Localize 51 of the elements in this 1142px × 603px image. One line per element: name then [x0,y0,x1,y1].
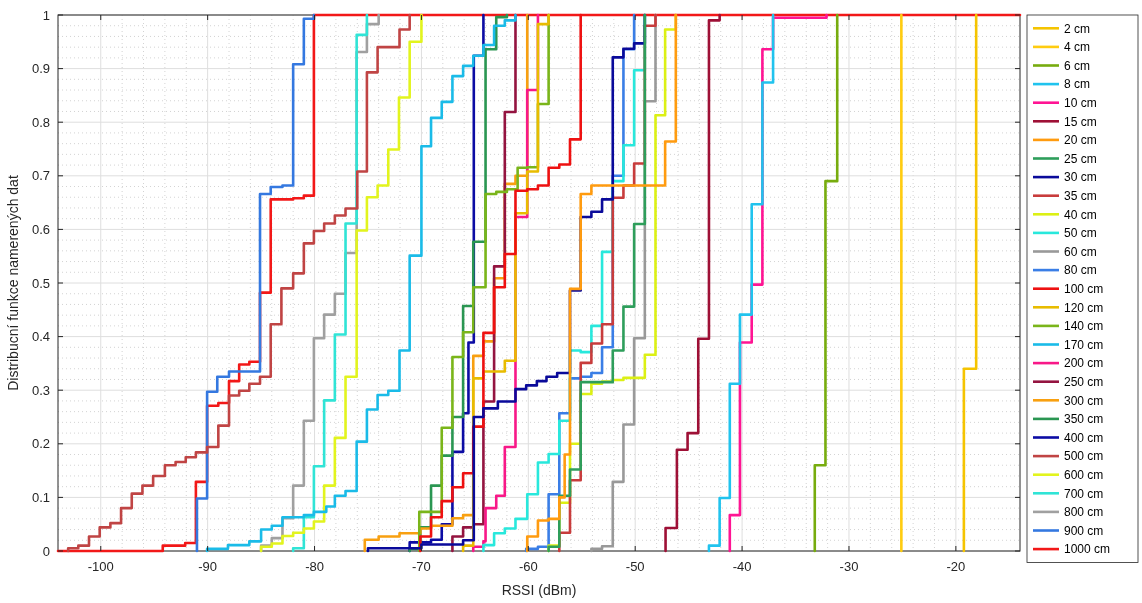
legend-label: 350 cm [1064,412,1104,427]
legend-label: 20 cm [1064,133,1097,148]
legend-label: 170 cm [1064,337,1104,352]
legend-label: 900 cm [1064,523,1104,538]
y-tick-label: 0.7 [31,168,50,184]
legend-label: 140 cm [1064,319,1104,334]
y-tick-label: 0.1 [31,489,50,505]
legend-label: 15 cm [1064,114,1097,129]
x-tick-label: -40 [732,559,752,574]
x-tick-label: -30 [839,559,859,574]
legend-label: 400 cm [1064,430,1104,445]
y-tick-label: 1 [42,7,50,23]
legend-label: 50 cm [1064,226,1097,241]
legend-label: 2 cm [1064,21,1091,36]
legend-label: 100 cm [1064,281,1104,296]
legend-label: 300 cm [1064,393,1104,408]
legend-label: 10 cm [1064,95,1097,110]
legend-label: 250 cm [1064,374,1104,389]
x-tick-label: -20 [946,559,966,574]
y-tick-label: 0.2 [31,436,50,452]
legend-label: 80 cm [1064,263,1097,278]
y-tick-label: 0.5 [31,275,50,291]
y-axis-title: Distribucní funkce namerených dat [5,175,21,391]
legend-label: 8 cm [1064,77,1091,92]
legend-label: 500 cm [1064,449,1104,464]
legend-label: 120 cm [1064,300,1104,315]
legend-label: 700 cm [1064,486,1104,501]
x-tick-label: -80 [305,559,324,574]
y-tick-label: 0.8 [31,114,50,130]
y-tick-label: 0.9 [31,61,50,77]
legend-label: 1000 cm [1064,542,1111,557]
x-axis-title: RSSI (dBm) [501,582,577,598]
legend-label: 30 cm [1064,170,1097,185]
legend-label: 6 cm [1064,58,1091,73]
legend-label: 60 cm [1064,244,1097,259]
legend-label: 600 cm [1064,467,1104,482]
legend-label: 40 cm [1064,207,1097,222]
x-tick-label: -100 [87,559,114,574]
legend-label: 4 cm [1064,40,1091,55]
legend-label: 200 cm [1064,356,1104,371]
y-tick-label: 0.4 [31,329,50,345]
x-tick-label: -90 [198,559,218,574]
y-tick-label: 0.3 [31,382,50,398]
legend-label: 35 cm [1064,188,1097,203]
y-tick-label: 0 [42,543,50,559]
y-tick-label: 0.6 [31,221,50,237]
x-tick-label: -60 [518,559,538,574]
legend-label: 25 cm [1064,151,1097,166]
legend-label: 800 cm [1064,505,1104,520]
x-tick-label: -50 [625,559,645,574]
x-tick-label: -70 [412,559,431,574]
